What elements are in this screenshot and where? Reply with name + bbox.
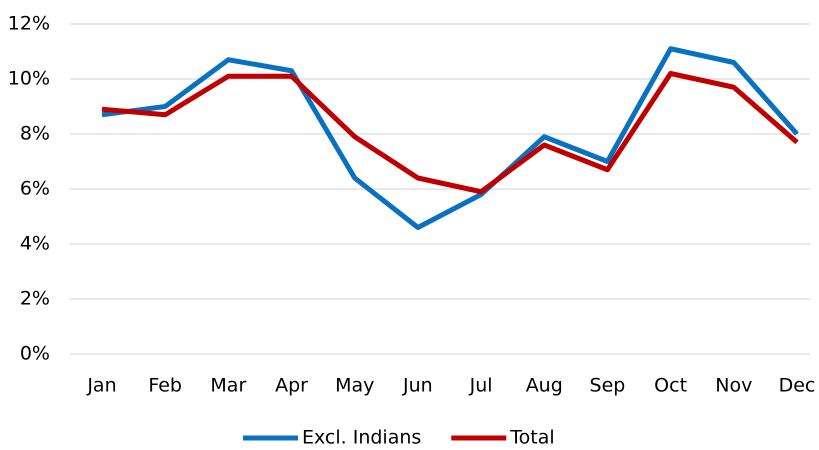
line-series xyxy=(101,46,799,230)
legend-label: Excl. Indians xyxy=(302,427,421,449)
x-tick-label: Mar xyxy=(210,375,246,397)
x-tick-label: Oct xyxy=(654,375,687,397)
x-tick-label: Nov xyxy=(715,375,752,397)
x-tick-label: May xyxy=(335,375,374,397)
y-tick-label: 6% xyxy=(20,178,50,200)
y-tick-label: 0% xyxy=(20,343,50,365)
y-tick-label: 8% xyxy=(20,123,50,145)
y-tick-label: 10% xyxy=(8,68,50,90)
legend-label: Total xyxy=(509,427,554,449)
x-tick-label: Aug xyxy=(526,375,563,397)
x-tick-label: Jul xyxy=(469,375,493,397)
x-tick-label: Jan xyxy=(86,375,116,397)
x-tick-label: Dec xyxy=(779,375,816,397)
x-tick-label: Apr xyxy=(275,375,308,397)
y-tick-label: 12% xyxy=(8,13,50,35)
y-tick-label: 2% xyxy=(20,288,50,310)
y-tick-label: 4% xyxy=(20,233,50,255)
line-series xyxy=(101,71,799,195)
x-tick-label: Sep xyxy=(590,375,626,397)
x-tick-label: Feb xyxy=(148,375,182,397)
x-tick-label: Jun xyxy=(402,375,433,397)
